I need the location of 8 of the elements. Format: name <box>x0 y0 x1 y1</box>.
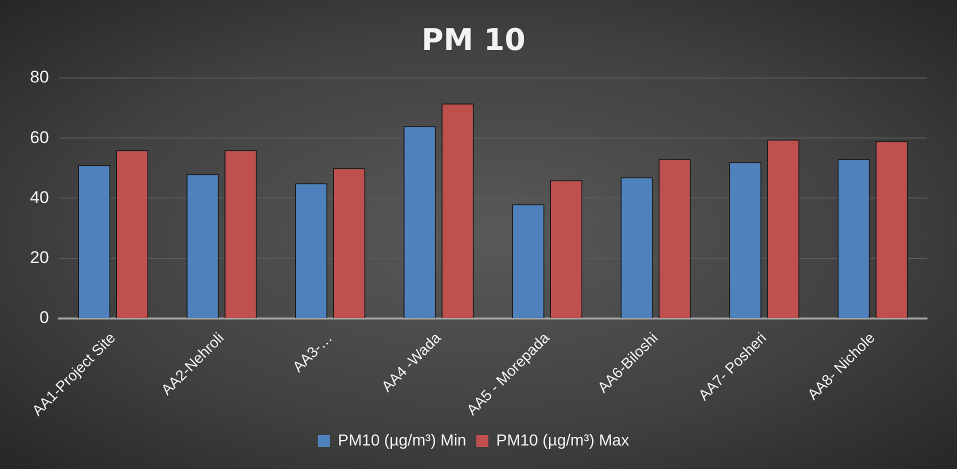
y-tick-label: 0 <box>39 308 49 328</box>
y-tick-label: 40 <box>30 188 49 207</box>
legend-label: PM10 (µg/m³) Max <box>496 432 630 450</box>
chart-title: PM 10 <box>421 22 526 58</box>
y-tick-label: 60 <box>30 128 49 147</box>
y-tick-label: 80 <box>30 68 49 87</box>
legend-label: PM10 (µg/m³) Min <box>338 432 466 450</box>
y-tick-label: 20 <box>30 248 49 268</box>
